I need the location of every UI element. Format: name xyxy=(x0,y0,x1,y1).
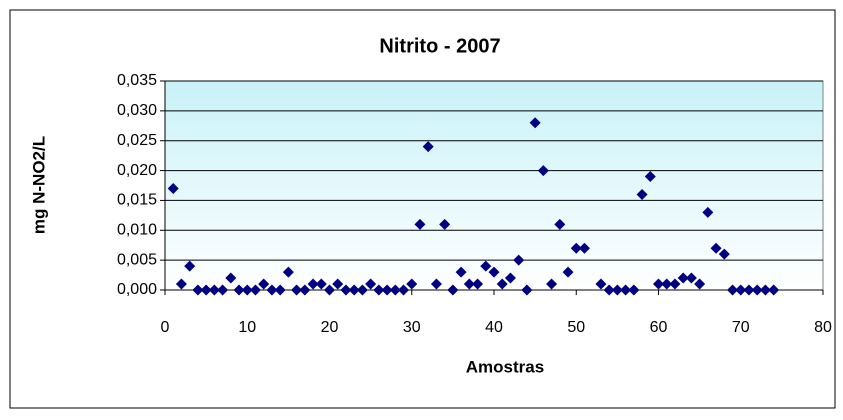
point xyxy=(356,284,368,296)
point xyxy=(488,266,500,278)
point xyxy=(430,278,442,290)
point xyxy=(233,284,245,296)
point xyxy=(562,266,574,278)
point xyxy=(315,278,327,290)
point xyxy=(529,117,541,129)
point xyxy=(307,278,319,290)
point xyxy=(727,284,739,296)
point xyxy=(661,278,673,290)
point xyxy=(653,278,664,290)
point xyxy=(241,284,253,296)
y-tick-label: 0,010 xyxy=(117,222,157,239)
point xyxy=(365,278,377,290)
point xyxy=(414,218,426,230)
point xyxy=(595,278,607,290)
point xyxy=(463,278,475,290)
point xyxy=(504,272,516,284)
point xyxy=(398,284,410,296)
point xyxy=(702,206,714,218)
point xyxy=(570,242,582,254)
x-tick-label: 30 xyxy=(403,319,421,336)
point xyxy=(620,284,632,296)
point xyxy=(759,284,771,296)
x-tick-label: 0 xyxy=(161,319,170,336)
x-tick-label: 40 xyxy=(485,319,503,336)
plot-area xyxy=(164,80,824,291)
y-tick-label: 0,035 xyxy=(117,72,157,89)
point xyxy=(282,266,294,278)
point xyxy=(373,284,385,296)
point xyxy=(422,141,434,153)
point xyxy=(546,278,558,290)
point xyxy=(537,165,549,177)
point xyxy=(578,242,590,254)
point xyxy=(167,182,179,194)
point xyxy=(208,284,220,296)
point xyxy=(274,284,286,296)
point xyxy=(735,284,747,296)
point xyxy=(175,278,187,290)
point xyxy=(200,284,212,296)
y-axis-label: mg N-NO2/L xyxy=(29,136,48,234)
x-tick-label: 20 xyxy=(321,319,339,336)
point xyxy=(480,260,492,272)
point xyxy=(521,284,533,296)
point xyxy=(472,278,484,290)
point xyxy=(439,218,451,230)
point xyxy=(644,171,656,183)
point xyxy=(340,284,352,296)
x-axis-label: Amostras xyxy=(466,357,544,376)
point xyxy=(249,284,261,296)
point xyxy=(192,284,204,296)
point xyxy=(743,284,755,296)
point xyxy=(677,272,689,284)
point xyxy=(266,284,278,296)
point xyxy=(751,284,763,296)
point xyxy=(184,260,196,272)
point xyxy=(299,284,311,296)
point xyxy=(225,272,237,284)
point xyxy=(554,218,566,230)
y-tick-label: 0,025 xyxy=(117,132,157,149)
point xyxy=(291,284,303,296)
point xyxy=(217,284,229,296)
x-tick-label: 50 xyxy=(567,319,585,336)
point xyxy=(455,266,467,278)
point xyxy=(718,248,730,260)
y-tick-label: 0,000 xyxy=(117,281,157,298)
y-tick-label: 0,015 xyxy=(117,192,157,209)
point xyxy=(447,284,459,296)
x-tick-label: 80 xyxy=(814,319,832,336)
point xyxy=(685,272,697,284)
y-tick-label: 0,030 xyxy=(117,102,157,119)
x-tick-label: 10 xyxy=(238,319,256,336)
point xyxy=(324,284,335,296)
point xyxy=(710,242,722,254)
point xyxy=(611,284,623,296)
point xyxy=(694,278,706,290)
point xyxy=(636,188,648,200)
x-tick-label: 60 xyxy=(650,319,668,336)
point xyxy=(513,254,525,266)
point xyxy=(348,284,360,296)
chart-title: Nitrito - 2007 xyxy=(379,35,500,57)
point xyxy=(669,278,681,290)
y-tick-label: 0,020 xyxy=(117,162,157,179)
point xyxy=(389,284,401,296)
point xyxy=(628,284,640,296)
point xyxy=(258,278,270,290)
point xyxy=(332,278,344,290)
y-tick-label: 0,005 xyxy=(117,251,157,268)
point xyxy=(406,278,418,290)
x-tick-label: 70 xyxy=(732,319,750,336)
point xyxy=(496,278,508,290)
point xyxy=(381,284,393,296)
point xyxy=(768,284,780,296)
point xyxy=(603,284,615,296)
